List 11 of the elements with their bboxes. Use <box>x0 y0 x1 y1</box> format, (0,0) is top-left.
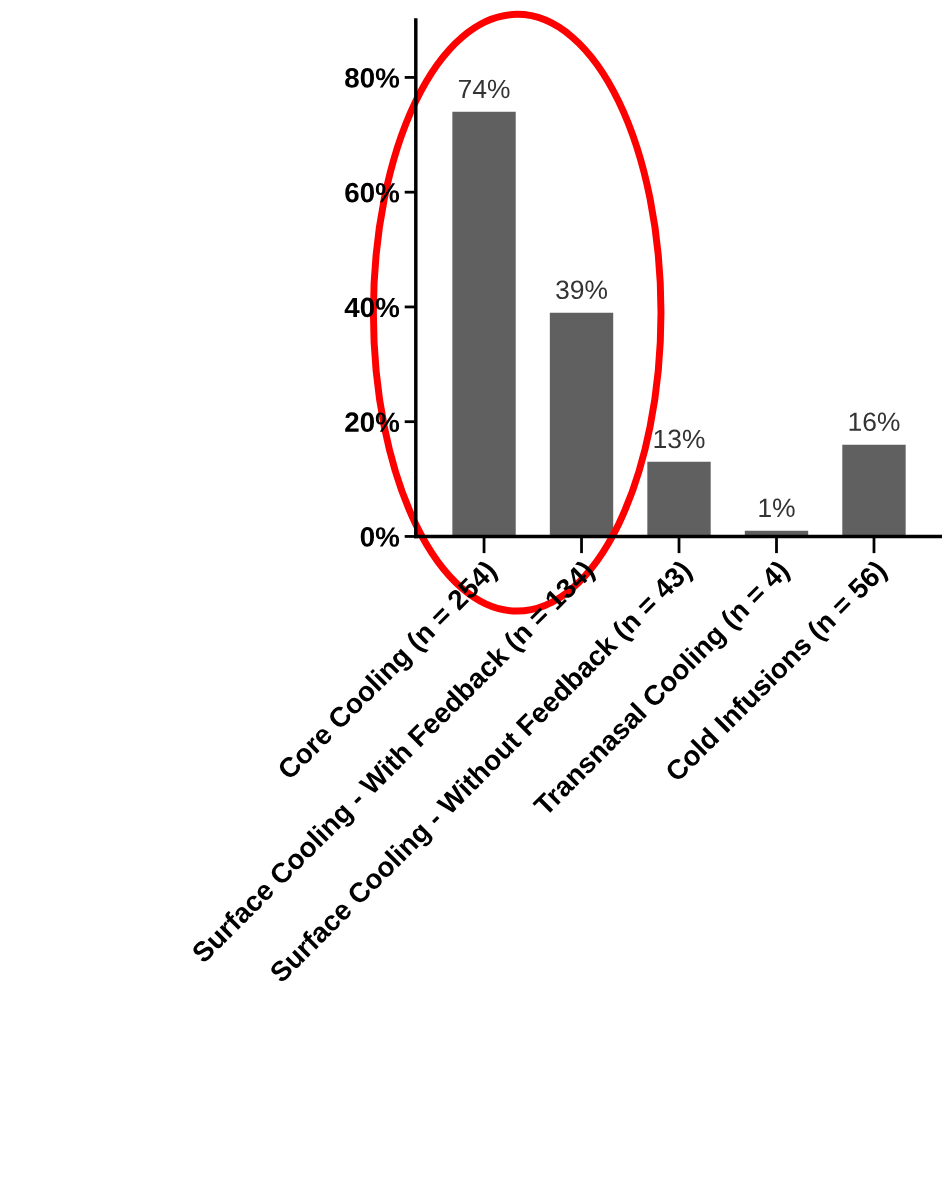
data-label: 1% <box>759 498 795 518</box>
data-label: 74% <box>458 79 510 99</box>
data-label: 13% <box>654 429 705 449</box>
bar <box>647 461 711 537</box>
data-label: 39% <box>556 280 607 300</box>
bar <box>452 111 516 537</box>
y-tick-label: 80% <box>345 68 400 88</box>
bar <box>842 444 906 537</box>
y-tick-label: 0% <box>360 527 400 547</box>
data-label: 16% <box>849 412 900 432</box>
bar <box>549 312 614 537</box>
